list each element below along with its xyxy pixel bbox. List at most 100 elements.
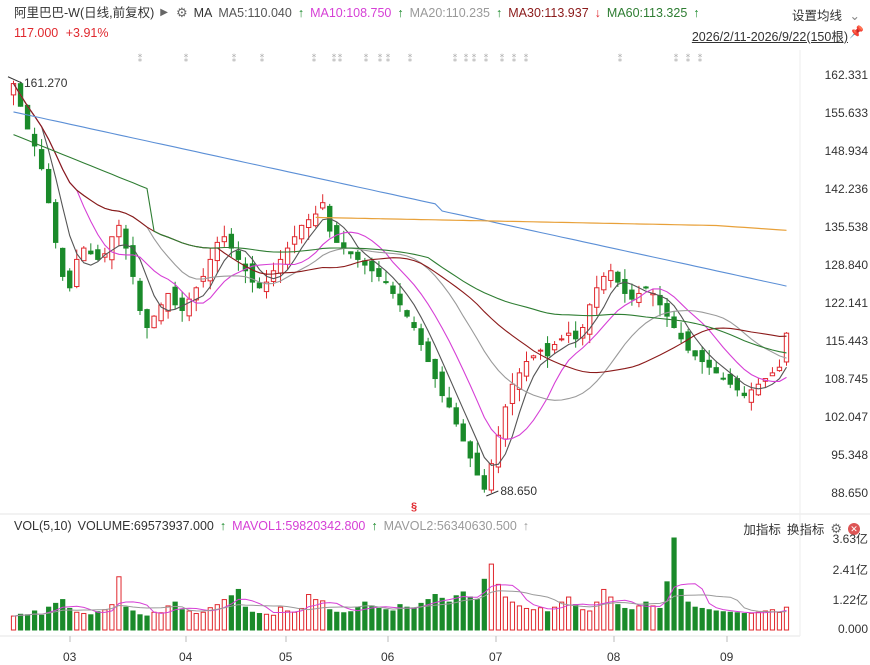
volume-bar xyxy=(39,614,45,631)
candle-body xyxy=(488,463,495,491)
candle-body xyxy=(509,383,516,404)
candle-body xyxy=(664,303,670,317)
candle-body xyxy=(67,270,73,289)
low-pointer xyxy=(486,490,499,497)
volume-bar xyxy=(207,607,213,631)
volume-bar xyxy=(629,609,635,631)
volume-bar xyxy=(509,601,516,631)
ma-settings-button[interactable]: 设置均线 ⌄ xyxy=(792,5,860,24)
volume-bar xyxy=(671,537,677,631)
ma5-value: MA5:110.040 xyxy=(218,6,292,20)
candle-body xyxy=(355,251,361,260)
volume-bar xyxy=(277,606,284,631)
candle-body xyxy=(439,371,445,397)
switch-indicator-button[interactable]: 换指标 xyxy=(786,523,825,537)
candle-body xyxy=(615,271,621,283)
pin-icon[interactable]: 📌 xyxy=(849,25,864,39)
date-range[interactable]: 2026/2/11-2026/9/22(150根) xyxy=(691,30,848,44)
volume-bar xyxy=(523,607,530,631)
vol-arrow-3: ↑ xyxy=(522,519,530,533)
volume-bar xyxy=(284,610,291,631)
date-tick-label: 06 xyxy=(381,650,395,664)
event-marker-icon: ⁑ xyxy=(312,53,317,64)
price-tick-label: 155.633 xyxy=(824,105,868,120)
volume-bar xyxy=(109,604,115,631)
expand-triangle-icon[interactable]: ▶ xyxy=(160,7,168,18)
price-tick-label: 102.047 xyxy=(824,409,868,424)
volume-bar xyxy=(692,606,698,631)
volume-bar xyxy=(228,595,234,631)
candle-body xyxy=(312,213,319,227)
volume-bar xyxy=(776,612,783,631)
price-tick-label: 142.236 xyxy=(824,182,868,196)
candle-body xyxy=(502,406,509,440)
volume-bar xyxy=(587,610,593,631)
candle-body xyxy=(523,361,530,377)
volume-bar xyxy=(502,596,509,631)
gear-icon[interactable]: ⚙ xyxy=(830,520,842,536)
volume-bar xyxy=(263,613,270,631)
candle-body xyxy=(235,250,242,260)
volume-bar xyxy=(404,606,410,631)
candle-body xyxy=(580,326,586,339)
volume-bar xyxy=(727,611,733,631)
volume-tick-label: 3.63亿 xyxy=(832,532,868,546)
candle-body xyxy=(109,236,115,261)
volume-bar xyxy=(348,611,354,631)
settings-label: 设置均线 xyxy=(792,9,843,23)
volume-bar xyxy=(341,612,347,631)
candle-body xyxy=(629,289,635,300)
volume-bar xyxy=(741,613,747,631)
candle-body xyxy=(467,441,473,459)
volume-bar xyxy=(397,604,403,631)
candle-body xyxy=(572,330,579,340)
candle-body xyxy=(214,241,220,262)
price-tick-label: 95.348 xyxy=(831,448,868,462)
volume-bar xyxy=(95,611,101,631)
event-marker-icon: ⁑ xyxy=(260,53,265,64)
volume-bar xyxy=(622,607,628,631)
candle-body xyxy=(537,349,544,352)
close-icon[interactable]: ✕ xyxy=(848,522,860,535)
candle-body xyxy=(383,281,389,284)
vol-title: VOL(5,10) xyxy=(14,519,72,533)
candle-body xyxy=(270,270,277,282)
event-marker-icon: ⁑ xyxy=(364,53,369,64)
event-marker-icon: ⁑ xyxy=(232,53,237,64)
volume-bar xyxy=(516,605,523,631)
volume-bar xyxy=(551,606,558,631)
event-marker-icon: ⁑ xyxy=(618,53,623,64)
candle-body xyxy=(207,258,213,282)
volume-bar xyxy=(432,594,438,631)
candle-body xyxy=(88,250,94,255)
candle-body xyxy=(692,350,698,357)
candle-body xyxy=(320,202,326,209)
ma10-arrow: ↑ xyxy=(397,6,404,20)
volume-bar xyxy=(270,614,277,631)
volume-bar xyxy=(650,605,656,631)
ma5-arrow: ↑ xyxy=(297,6,305,20)
event-marker-icon: ⁑ xyxy=(378,53,383,64)
ma10-value: MA10:108.750 xyxy=(310,6,392,20)
volume-bar xyxy=(537,607,544,631)
volume-bar xyxy=(249,611,256,631)
candle-body xyxy=(376,268,382,277)
volume-bar xyxy=(88,614,94,631)
volume-bar xyxy=(334,611,340,631)
volume-bar xyxy=(720,611,726,631)
volume-bar xyxy=(755,611,761,631)
ma20-value: MA20:110.235 xyxy=(409,6,491,20)
volume-bar xyxy=(67,607,73,631)
volume-header: VOL(5,10) VOLUME:69573937.000 ↑ MAVOL1:5… xyxy=(14,519,535,533)
gear-icon[interactable]: ⚙ xyxy=(175,5,188,20)
volume-bar xyxy=(362,601,368,631)
candle-body xyxy=(397,293,403,306)
candle-body xyxy=(228,233,235,249)
candle-body xyxy=(699,350,705,363)
candle-body xyxy=(587,304,593,335)
volume-bar xyxy=(320,600,326,631)
candle-body xyxy=(474,452,480,476)
volume-toolbar: 加指标 换指标 ⚙ ✕ xyxy=(737,519,860,538)
add-indicator-button[interactable]: 加指标 xyxy=(743,523,781,537)
